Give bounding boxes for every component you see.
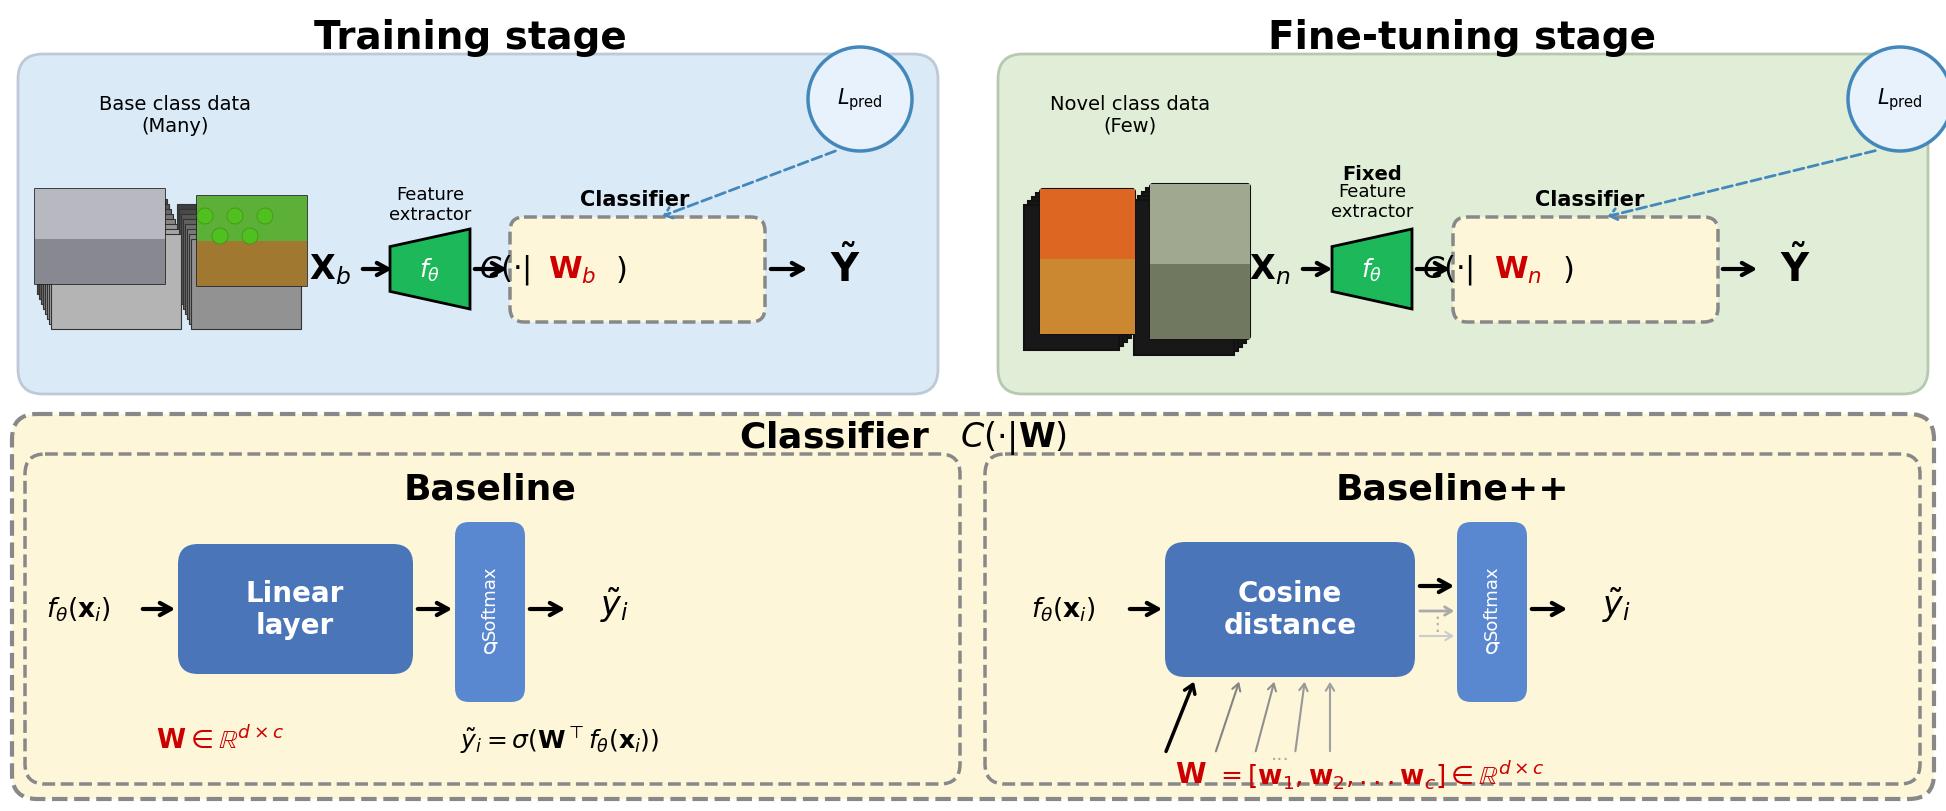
FancyBboxPatch shape	[39, 204, 169, 299]
Text: Linear
layer: Linear layer	[245, 579, 344, 639]
Text: $C(\cdot|$: $C(\cdot|$	[479, 253, 529, 286]
Circle shape	[197, 208, 212, 225]
Text: $f_\theta$: $f_\theta$	[420, 256, 440, 283]
Text: $= [\mathbf{w}_1, \mathbf{w}_2,...\mathbf{w}_c] \in \mathbb{R}^{d\times c}$: $= [\mathbf{w}_1, \mathbf{w}_2,...\mathb…	[1214, 757, 1545, 790]
FancyBboxPatch shape	[47, 225, 177, 320]
Text: Novel class data
(Few): Novel class data (Few)	[1051, 95, 1210, 135]
Text: $\tilde{y}_i$: $\tilde{y}_i$	[1602, 585, 1631, 624]
FancyBboxPatch shape	[1458, 522, 1528, 702]
Text: $)$: $)$	[615, 254, 627, 285]
FancyBboxPatch shape	[1150, 264, 1249, 340]
FancyBboxPatch shape	[1039, 190, 1135, 335]
FancyBboxPatch shape	[35, 190, 165, 285]
FancyBboxPatch shape	[1166, 543, 1415, 677]
Text: $\tilde{y}_i$: $\tilde{y}_i$	[601, 585, 631, 624]
FancyBboxPatch shape	[1039, 260, 1135, 335]
Text: $C(\cdot|$: $C(\cdot|$	[1423, 253, 1473, 286]
Text: $L_{\mathrm{pred}}$: $L_{\mathrm{pred}}$	[1878, 87, 1923, 114]
FancyBboxPatch shape	[1135, 201, 1234, 355]
Text: Fixed: Fixed	[1343, 165, 1401, 184]
Circle shape	[808, 48, 913, 152]
FancyBboxPatch shape	[45, 220, 175, 315]
FancyBboxPatch shape	[197, 242, 307, 286]
FancyBboxPatch shape	[197, 197, 307, 242]
Circle shape	[257, 208, 272, 225]
FancyBboxPatch shape	[985, 454, 1921, 784]
FancyBboxPatch shape	[998, 55, 1928, 394]
FancyBboxPatch shape	[51, 234, 181, 329]
FancyBboxPatch shape	[12, 414, 1934, 799]
Text: Baseline++: Baseline++	[1335, 473, 1568, 506]
FancyBboxPatch shape	[1031, 198, 1127, 342]
FancyBboxPatch shape	[1027, 202, 1123, 346]
FancyBboxPatch shape	[189, 234, 300, 324]
Text: $\mathbf{W}_b$: $\mathbf{W}_b$	[547, 254, 595, 285]
FancyBboxPatch shape	[1454, 217, 1718, 323]
FancyBboxPatch shape	[1150, 185, 1249, 264]
FancyBboxPatch shape	[177, 204, 286, 294]
FancyBboxPatch shape	[1138, 197, 1238, 351]
Circle shape	[1849, 48, 1946, 152]
Text: Baseline: Baseline	[403, 473, 576, 506]
Text: $C(\cdot|\mathbf{W})$: $C(\cdot|\mathbf{W})$	[959, 418, 1066, 457]
FancyBboxPatch shape	[35, 240, 165, 285]
Text: $\tilde{\mathbf{Y}}$: $\tilde{\mathbf{Y}}$	[829, 246, 860, 290]
FancyBboxPatch shape	[25, 454, 959, 784]
Text: $\mathbf{X}_b$: $\mathbf{X}_b$	[309, 252, 350, 287]
FancyBboxPatch shape	[185, 225, 296, 315]
Text: $\mathbf{W}_n$: $\mathbf{W}_n$	[1495, 254, 1541, 285]
Text: Cosine
distance: Cosine distance	[1224, 579, 1356, 639]
FancyBboxPatch shape	[1035, 194, 1131, 338]
FancyBboxPatch shape	[181, 215, 292, 305]
FancyBboxPatch shape	[35, 190, 165, 240]
FancyBboxPatch shape	[183, 220, 294, 310]
Text: Feature
extractor: Feature extractor	[1331, 182, 1413, 221]
Text: $f_\theta$: $f_\theta$	[1362, 256, 1382, 283]
Text: $\mathbf{X}_n$: $\mathbf{X}_n$	[1249, 252, 1290, 287]
FancyBboxPatch shape	[1142, 193, 1242, 348]
FancyBboxPatch shape	[455, 522, 525, 702]
FancyBboxPatch shape	[191, 240, 302, 329]
FancyBboxPatch shape	[187, 230, 298, 320]
Text: $\mathbf{W}$: $\mathbf{W}$	[1175, 760, 1207, 788]
FancyBboxPatch shape	[177, 544, 413, 674]
Text: ⋮: ⋮	[1426, 615, 1446, 633]
Text: Classifier: Classifier	[580, 190, 689, 210]
Text: $)$: $)$	[1563, 254, 1572, 285]
Circle shape	[241, 229, 259, 245]
FancyBboxPatch shape	[1024, 206, 1119, 350]
Text: $f_\theta(\mathbf{x}_i)$: $f_\theta(\mathbf{x}_i)$	[1031, 595, 1096, 624]
Polygon shape	[389, 230, 471, 310]
FancyBboxPatch shape	[1146, 189, 1245, 344]
Text: Base class data
(Many): Base class data (Many)	[99, 95, 251, 135]
FancyBboxPatch shape	[510, 217, 765, 323]
Text: $\sigma$: $\sigma$	[1483, 637, 1500, 657]
FancyBboxPatch shape	[1039, 190, 1135, 260]
Text: $\mathbf{Classifier}$: $\mathbf{Classifier}$	[739, 420, 930, 454]
Text: $\mathbf{W}\in\mathbb{R}^{d\times c}$: $\mathbf{W}\in\mathbb{R}^{d\times c}$	[156, 725, 284, 753]
Circle shape	[212, 229, 228, 245]
Text: Classifier: Classifier	[1535, 190, 1644, 210]
Circle shape	[228, 208, 243, 225]
FancyBboxPatch shape	[1150, 185, 1249, 340]
Text: ...: ...	[1271, 744, 1290, 764]
FancyBboxPatch shape	[197, 197, 307, 286]
Text: Fine-tuning stage: Fine-tuning stage	[1269, 19, 1656, 57]
FancyBboxPatch shape	[41, 210, 171, 305]
FancyBboxPatch shape	[18, 55, 938, 394]
Text: Softmax: Softmax	[1483, 565, 1500, 639]
Text: $\tilde{\mathbf{Y}}$: $\tilde{\mathbf{Y}}$	[1779, 246, 1810, 290]
Text: $f_\theta(\mathbf{x}_i)$: $f_\theta(\mathbf{x}_i)$	[45, 595, 111, 624]
FancyBboxPatch shape	[43, 215, 173, 310]
Text: Feature
extractor: Feature extractor	[389, 186, 471, 224]
Polygon shape	[1331, 230, 1413, 310]
Text: $\sigma$: $\sigma$	[483, 637, 498, 657]
FancyBboxPatch shape	[179, 210, 290, 299]
FancyBboxPatch shape	[37, 200, 167, 294]
FancyBboxPatch shape	[49, 230, 179, 324]
Text: Training stage: Training stage	[313, 19, 627, 57]
Text: $\tilde{y}_i = \sigma(\mathbf{W}^\top f_\theta(\mathbf{x}_i))$: $\tilde{y}_i = \sigma(\mathbf{W}^\top f_…	[461, 723, 660, 755]
Text: $L_{\mathrm{pred}}$: $L_{\mathrm{pred}}$	[837, 87, 883, 114]
Text: Softmax: Softmax	[481, 565, 498, 639]
